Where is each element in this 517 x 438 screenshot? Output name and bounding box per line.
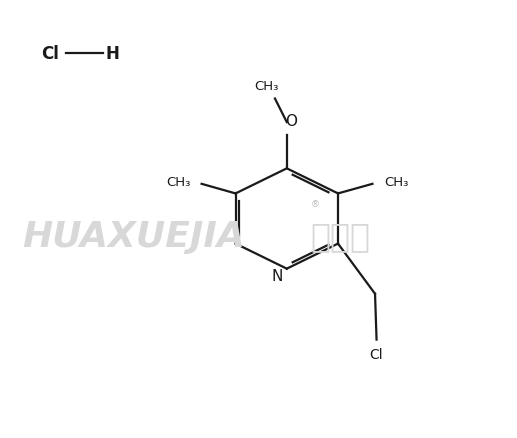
Text: HUAXUEJIA: HUAXUEJIA [22,219,245,253]
Text: H: H [105,45,119,63]
Text: Cl: Cl [41,45,59,63]
Text: ®: ® [311,199,320,208]
Text: Cl: Cl [370,348,384,362]
Text: N: N [272,268,283,283]
Text: CH₃: CH₃ [166,176,191,189]
Text: O: O [285,113,297,128]
Text: CH₃: CH₃ [254,79,278,92]
Text: 化学加: 化学加 [310,220,370,253]
Text: CH₃: CH₃ [384,176,408,189]
